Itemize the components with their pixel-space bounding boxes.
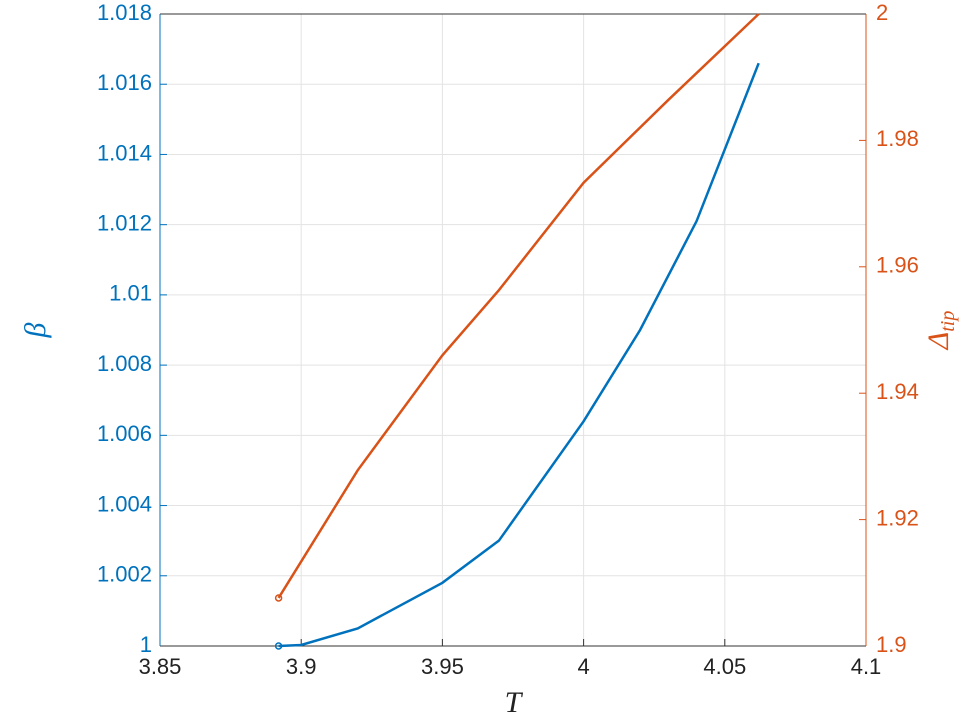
y-tick-label: 1.004: [97, 491, 152, 516]
x-tick-label: 4.05: [703, 654, 746, 679]
start-marker: [274, 642, 283, 650]
x-tick-label: 4.1: [851, 654, 882, 679]
y-tick-label: 1.016: [97, 70, 152, 95]
y-tick-label: 1.006: [97, 421, 152, 446]
x-tick-label: 3.95: [421, 654, 464, 679]
x-axis-label: T: [505, 686, 524, 719]
y2-axis-label: Δtip: [922, 311, 959, 351]
y2-tick-label: 1.96: [876, 253, 919, 278]
y2-label-base: Δ: [922, 332, 955, 351]
y-tick-label: 1.008: [97, 351, 152, 376]
y2-tick-label: 1.94: [876, 379, 919, 404]
y2-tick-label: 2: [876, 0, 888, 25]
y-tick-label: 1.014: [97, 140, 152, 165]
y-tick-label: 1.018: [97, 0, 152, 25]
y2-tick-label: 1.92: [876, 505, 919, 530]
y2-tick-label: 1.98: [876, 126, 919, 151]
start-marker: [274, 594, 283, 602]
x-tick-label: 3.85: [139, 654, 182, 679]
y-tick-label: 1: [140, 632, 152, 657]
x-tick-label: 4: [577, 654, 589, 679]
y-tick-label: 1.012: [97, 210, 152, 235]
series-line: [277, 13, 760, 599]
y-tick-label: 1.01: [109, 281, 152, 306]
y-axis-label: β: [19, 322, 52, 338]
y-tick-label: 1.002: [97, 562, 152, 587]
y2-label-sub: tip: [937, 311, 959, 332]
x-tick-label: 3.9: [286, 654, 317, 679]
series-line: [278, 62, 760, 648]
y2-tick-label: 1.9: [876, 632, 907, 657]
